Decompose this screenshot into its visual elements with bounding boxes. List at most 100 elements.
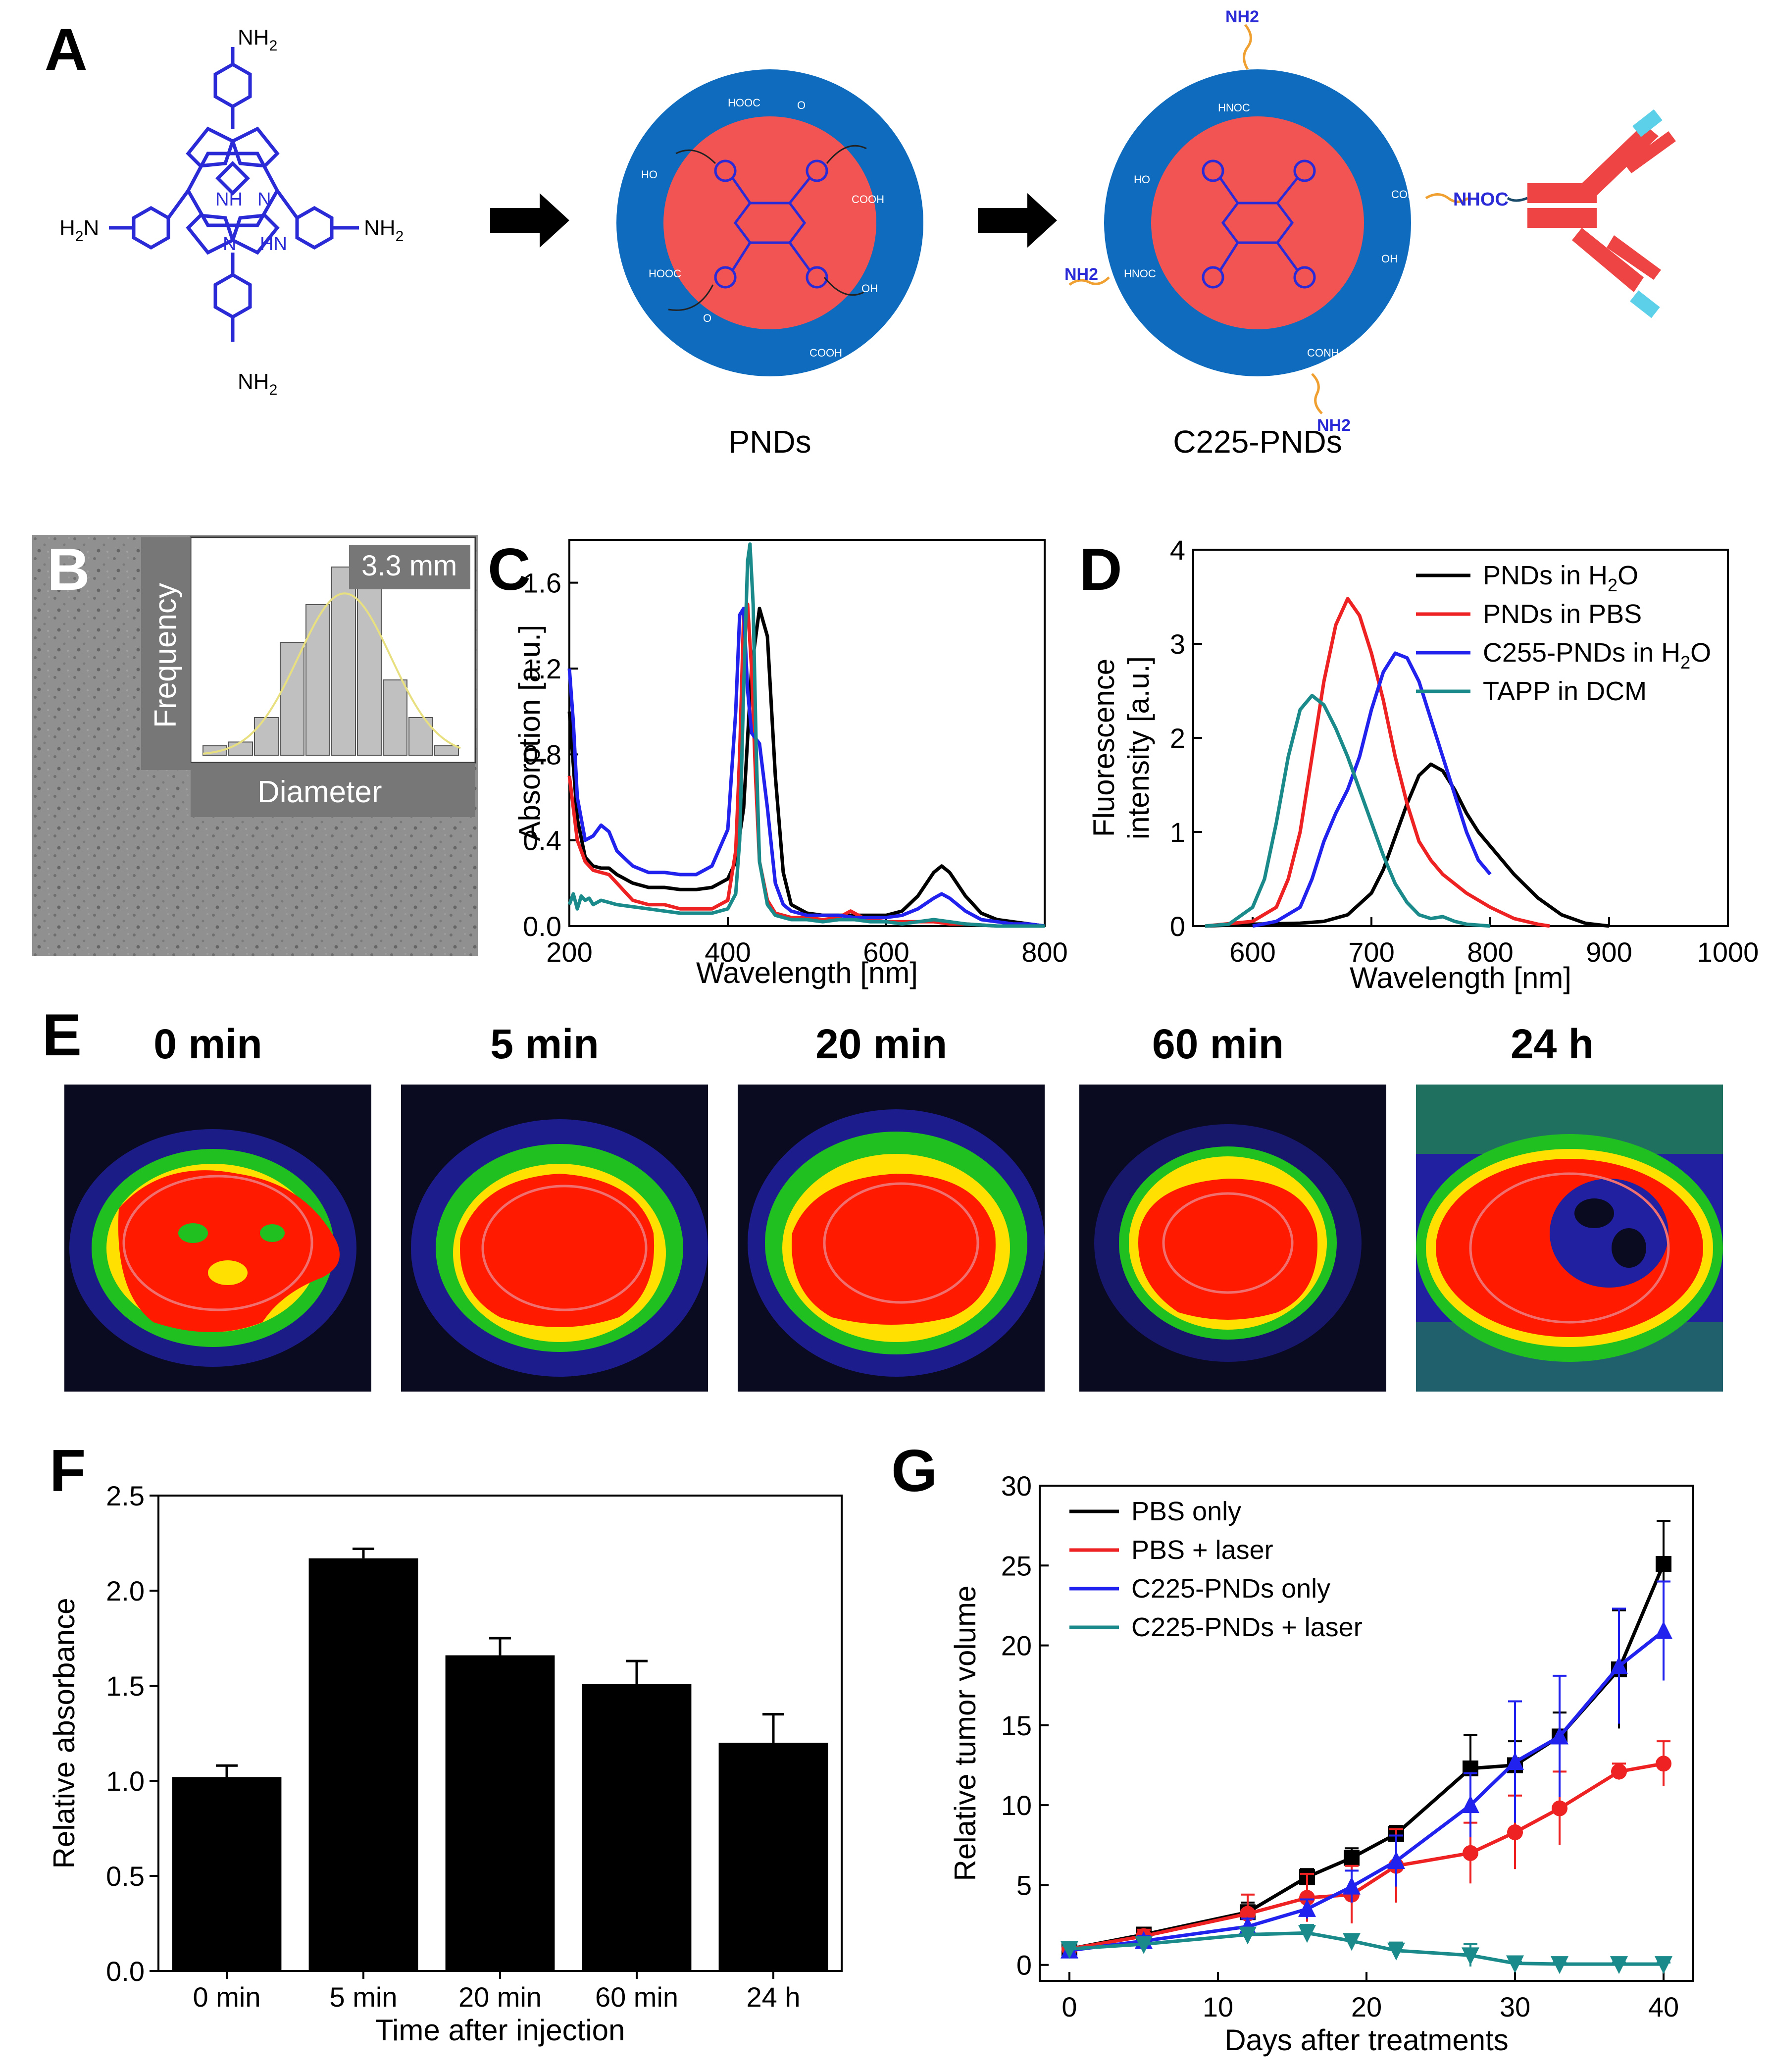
chart-d-xlabel: Wavelength [nm] xyxy=(1350,961,1571,994)
pa-image-60min xyxy=(1079,1085,1386,1392)
chartC-ytick-label-0: 0.0 xyxy=(523,911,561,942)
chartD-xtick-label-1: 700 xyxy=(1348,936,1394,968)
chartD-ytick-label-3: 3 xyxy=(1170,628,1185,660)
panel-label-b: B xyxy=(47,536,90,603)
histogram-bar-5 xyxy=(331,567,356,756)
pnds-caption: PNDs xyxy=(728,424,811,460)
c225-nhoc-label: NHOC xyxy=(1453,189,1509,210)
c225-group-hnoc-top: HNOC xyxy=(1218,102,1250,114)
chart-d-fluorescence: 600 700 800 900 1000 0 1 2 3 4 Wavelength [nm] Fluo… xyxy=(1087,535,1759,994)
c225-pnds-particle: HNOC CONH HNOC CONH OH HO NH2 NH2 NH2 NH… xyxy=(1064,7,1509,435)
chart-f-bar: 0.0 0.5 1.0 1.5 2.0 2.5 0 min 5 min 20 min 60 min… xyxy=(48,1480,843,2047)
c225-pnds-caption: C225-PNDs xyxy=(1173,424,1342,460)
chart-c-xlabel: Wavelength [nm] xyxy=(696,956,918,989)
chart-f-ytick-label-5: 2.5 xyxy=(106,1480,145,1511)
ring-nh: NH xyxy=(215,189,243,210)
panel-b-tem-image: 3.3 mm Frequency Diameter xyxy=(32,535,478,956)
chart-g-ytick-label-1: 5 xyxy=(1016,1869,1032,1901)
chart-f-ytick-label-0: 0.0 xyxy=(106,1956,145,1987)
histogram-ylabel: Frequency xyxy=(149,583,183,728)
chartC-ytick-label-4: 1.6 xyxy=(523,568,561,599)
chart-g-point-2-8 xyxy=(1551,1726,1568,1745)
time-label-4: 24 h xyxy=(1510,1021,1594,1067)
chart-g-point-3-0 xyxy=(1061,1941,1078,1959)
chartC-xtick-label-3: 800 xyxy=(1021,936,1067,968)
chart-g-legend-label-1: PBS + laser xyxy=(1131,1535,1273,1565)
chart-g-series-1 xyxy=(1069,1761,1664,1951)
pnds-group-ho: HO xyxy=(641,168,657,181)
chartC-xtick-label-2: 600 xyxy=(863,936,909,968)
pnds-group-hooc-top: HOOC xyxy=(728,97,760,109)
chartD-ytick-label-1: 1 xyxy=(1170,817,1185,848)
chart-f-bar-3 xyxy=(582,1684,692,1971)
chart-g-point-1-10 xyxy=(1656,1756,1671,1772)
panel-label-g: G xyxy=(891,1438,938,1504)
chart-f-bar-4 xyxy=(718,1743,828,1971)
chart-g-point-2-4 xyxy=(1343,1876,1361,1895)
chart-g-point-3-6 xyxy=(1462,1947,1479,1966)
chartC-xtick-label-1: 400 xyxy=(705,936,751,968)
chart-g-point-3-1 xyxy=(1135,1936,1153,1954)
pa-image-0min xyxy=(64,1085,371,1392)
chart-f-xtick-label-3: 60 min xyxy=(595,1981,678,2013)
histogram-bar-1 xyxy=(228,741,253,756)
chart-g-point-2-9 xyxy=(1610,1656,1628,1674)
chart-d-ylabel-2: intensity [a.u.] xyxy=(1122,656,1155,839)
ring-n-right: N xyxy=(257,189,271,210)
chartC-series-1 xyxy=(567,602,1045,928)
chartD-frame xyxy=(1192,549,1729,927)
chart-f-xtick-label-4: 24 h xyxy=(747,1981,801,2013)
histogram-bar-9 xyxy=(434,745,459,756)
histogram-bars xyxy=(202,567,459,756)
pnds-group-o: O xyxy=(797,99,806,111)
pnds-group-oh: OH xyxy=(861,282,878,295)
time-label-0: 0 min xyxy=(153,1021,262,1067)
panel-a-schematic: NH2 NH2 H2N NH2 NH N N HN xyxy=(59,7,1676,435)
histogram-bar-4 xyxy=(305,604,330,756)
chartD-series-1 xyxy=(1205,597,1550,928)
chart-g-point-3-9 xyxy=(1610,1956,1628,1974)
arrow-1 xyxy=(490,193,569,248)
chartD-series-0 xyxy=(1205,762,1610,928)
chartD-xtick-label-2: 800 xyxy=(1467,936,1513,968)
c225-group-oh: OH xyxy=(1381,253,1398,265)
histogram-bar-2 xyxy=(254,717,279,756)
pnds-group-cooh-bottom: COOH xyxy=(809,347,842,359)
chart-g-ytick-label-6: 30 xyxy=(1001,1470,1032,1502)
chart-f-ylabel: Relative absorbance xyxy=(48,1598,81,1868)
chartD-xtick-label-4: 1000 xyxy=(1697,936,1759,968)
chartC-series-0 xyxy=(567,607,1045,928)
chart-g-xtick-label-2: 20 xyxy=(1351,1991,1382,2022)
inset-size-label: 3.3 mm xyxy=(361,550,457,582)
pnds-group-o-bottom: O xyxy=(703,312,711,324)
chartD-series-3 xyxy=(1205,694,1491,928)
histogram-bar-3 xyxy=(280,642,304,756)
chart-g-ytick-label-4: 20 xyxy=(1001,1630,1032,1661)
chartC-series-2 xyxy=(567,607,1045,928)
chart-g-point-3-4 xyxy=(1343,1933,1361,1951)
chart-g-point-3-7 xyxy=(1506,1955,1524,1973)
chart-f-ytick-label-1: 0.5 xyxy=(106,1861,145,1892)
chart-g-point-2-6 xyxy=(1462,1795,1479,1813)
panel-label-c: C xyxy=(488,536,531,603)
chart-g-legend-label-0: PBS only xyxy=(1131,1497,1241,1526)
histogram-bar-7 xyxy=(383,679,407,756)
chart-g-legend-label-3: C225-PNDs + laser xyxy=(1131,1612,1363,1642)
chart-g-ytick-label-3: 15 xyxy=(1001,1710,1032,1741)
chartC-ytick-label-1: 0.4 xyxy=(523,825,561,856)
c225-amine-bottom: NH2 xyxy=(1317,416,1351,435)
time-label-3: 60 min xyxy=(1152,1021,1284,1067)
chartD-ytick-label-2: 2 xyxy=(1170,723,1185,754)
chart-f-ytick-label-2: 1.0 xyxy=(106,1765,145,1797)
chart-g-point-3-10 xyxy=(1655,1956,1672,1974)
panel-label-d: D xyxy=(1079,536,1122,603)
chartC-ytick-label-2: 0.8 xyxy=(523,739,561,770)
pnds-group-cooh: COOH xyxy=(852,193,884,206)
chart-g-xtick-label-3: 30 xyxy=(1500,1991,1530,2022)
chart-d-legend-label-0: PNDs in H2O xyxy=(1483,561,1638,595)
pa-image-5min xyxy=(401,1085,708,1392)
chartD-xtick-label-0: 600 xyxy=(1229,936,1275,968)
chart-f-ytick-label-4: 2.0 xyxy=(106,1575,145,1606)
chartD-ytick-label-4: 4 xyxy=(1170,535,1185,566)
chart-g-xtick-label-1: 10 xyxy=(1203,1991,1233,2022)
